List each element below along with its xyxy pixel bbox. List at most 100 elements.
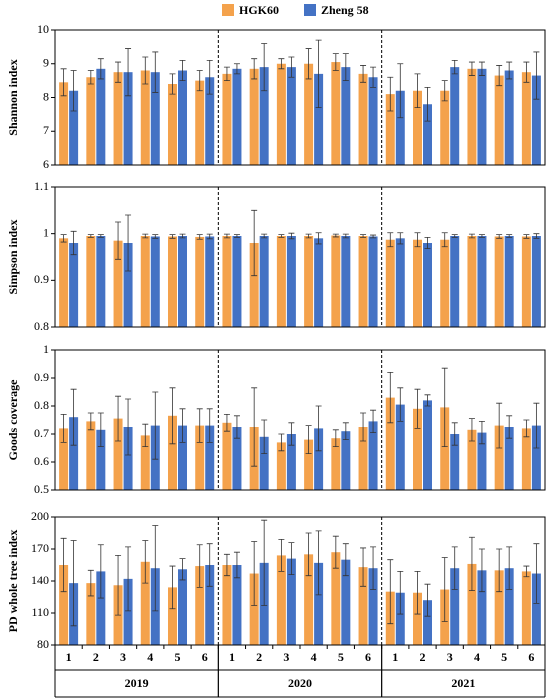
bar bbox=[504, 427, 514, 490]
error-bar bbox=[261, 419, 268, 454]
bar bbox=[276, 236, 286, 327]
error-bar bbox=[152, 51, 159, 93]
error-bar bbox=[360, 234, 367, 238]
x-tick-label: 4 bbox=[311, 650, 317, 664]
error-bar bbox=[468, 233, 475, 239]
x-tick-label: 1 bbox=[229, 650, 235, 664]
error-bar bbox=[179, 59, 186, 82]
error-bar bbox=[179, 408, 186, 443]
bar bbox=[314, 428, 324, 490]
bar bbox=[504, 70, 514, 165]
bar bbox=[368, 421, 378, 490]
bar bbox=[69, 243, 79, 327]
x-group-label: 2020 bbox=[288, 676, 312, 690]
error-bar bbox=[533, 402, 540, 449]
error-bar bbox=[97, 58, 104, 80]
bar bbox=[314, 238, 324, 327]
error-bar bbox=[251, 209, 258, 277]
error-bar bbox=[506, 546, 513, 590]
bar bbox=[477, 432, 487, 490]
error-bar bbox=[332, 429, 339, 447]
bar bbox=[96, 236, 106, 327]
bar bbox=[467, 563, 477, 645]
error-bar bbox=[387, 76, 394, 112]
bar bbox=[521, 428, 531, 490]
error-bar bbox=[60, 68, 67, 97]
error-bar bbox=[370, 546, 377, 590]
error-bar bbox=[397, 571, 404, 615]
y-tick-label: 6 bbox=[43, 157, 49, 171]
bar bbox=[178, 569, 187, 645]
y-tick-label: 0.7 bbox=[34, 426, 49, 440]
error-bar bbox=[196, 544, 203, 588]
error-bar bbox=[305, 532, 312, 577]
bar bbox=[331, 552, 341, 645]
bar bbox=[286, 67, 296, 165]
bar bbox=[222, 422, 232, 490]
bar bbox=[168, 587, 177, 645]
bar bbox=[368, 568, 378, 645]
error-bar bbox=[261, 233, 268, 239]
error-bar bbox=[115, 555, 122, 616]
bar bbox=[413, 408, 422, 490]
error-bar bbox=[370, 66, 377, 88]
legend-swatch bbox=[222, 4, 234, 16]
bar bbox=[232, 236, 242, 327]
bar bbox=[249, 573, 259, 645]
error-bar bbox=[414, 73, 421, 109]
error-bar bbox=[206, 59, 213, 95]
error-bar bbox=[233, 551, 240, 579]
bar bbox=[413, 90, 422, 165]
error-bar bbox=[315, 232, 322, 245]
bar bbox=[259, 436, 269, 490]
error-bar bbox=[397, 63, 404, 119]
error-bar bbox=[233, 63, 240, 75]
bar bbox=[467, 68, 477, 165]
error-bar bbox=[223, 233, 230, 239]
x-tick-label: 6 bbox=[528, 650, 534, 664]
error-bar bbox=[496, 548, 503, 593]
bar bbox=[86, 583, 96, 645]
bar bbox=[341, 559, 351, 645]
y-tick-label: 1.1 bbox=[34, 179, 49, 193]
bar bbox=[423, 104, 432, 165]
error-bar bbox=[424, 394, 431, 407]
bar bbox=[113, 240, 123, 327]
error-bar bbox=[370, 234, 377, 239]
error-bar bbox=[70, 388, 77, 446]
error-bar bbox=[169, 387, 176, 445]
bar bbox=[113, 72, 123, 165]
x-group-label: 2019 bbox=[125, 676, 149, 690]
bar bbox=[168, 236, 177, 327]
error-bar bbox=[142, 540, 149, 584]
y-tick-label: 0.8 bbox=[34, 398, 49, 412]
error-bar bbox=[261, 519, 268, 606]
x-tick-label: 1 bbox=[392, 650, 398, 664]
bar bbox=[222, 236, 232, 327]
bar bbox=[304, 439, 314, 490]
error-bar bbox=[506, 61, 513, 80]
bar bbox=[385, 397, 395, 490]
error-bar bbox=[478, 61, 485, 76]
bar bbox=[385, 239, 395, 327]
bar bbox=[331, 235, 341, 327]
error-bar bbox=[223, 66, 230, 82]
error-bar bbox=[261, 43, 268, 92]
error-bar bbox=[424, 583, 431, 617]
error-bar bbox=[87, 70, 94, 85]
bar bbox=[276, 63, 286, 165]
error-bar bbox=[414, 388, 421, 429]
bar bbox=[96, 429, 106, 490]
y-tick-label: 8 bbox=[43, 89, 49, 103]
bar bbox=[467, 429, 477, 490]
bar bbox=[249, 68, 259, 165]
error-bar bbox=[169, 73, 176, 95]
bar bbox=[423, 243, 432, 327]
bar bbox=[140, 561, 150, 645]
bar bbox=[331, 62, 341, 165]
bar bbox=[423, 400, 432, 490]
bar bbox=[86, 236, 96, 327]
error-bar bbox=[288, 232, 295, 240]
bar bbox=[59, 565, 69, 645]
error-bar bbox=[523, 61, 530, 83]
